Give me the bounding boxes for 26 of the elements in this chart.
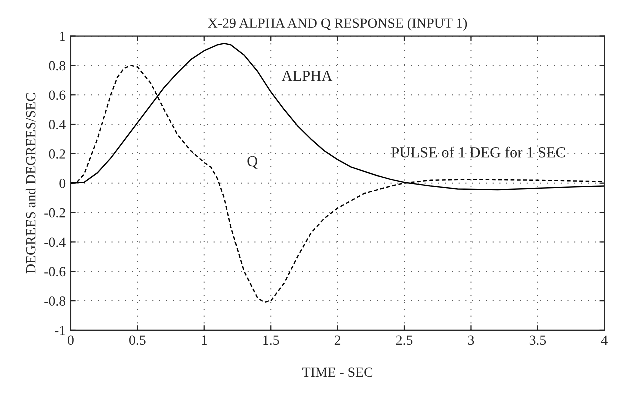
y-tick-label: -0.8 bbox=[44, 296, 66, 306]
annotation: ALPHA bbox=[282, 71, 333, 82]
x-tick-label: 4 bbox=[601, 336, 608, 345]
y-tick-label: -0.6 bbox=[44, 267, 66, 277]
y-tick-label: 0.2 bbox=[49, 150, 66, 159]
x-axis-title: TIME - SEC bbox=[302, 368, 373, 378]
chart-title: X-29 ALPHA AND Q RESPONSE (INPUT 1) bbox=[208, 18, 468, 31]
x-tick-label: 0.5 bbox=[130, 336, 146, 346]
y-tick-label: -1 bbox=[55, 326, 66, 336]
y-tick-label: -0.4 bbox=[44, 238, 66, 248]
x-tick-label: 1 bbox=[202, 336, 208, 345]
y-tick-label: -0.2 bbox=[44, 208, 66, 218]
y-tick-label: 1 bbox=[60, 32, 66, 42]
x-tick-label: 2 bbox=[334, 336, 341, 345]
y-tick-label: 0.8 bbox=[49, 61, 66, 71]
annotation: Q bbox=[248, 156, 258, 169]
y-axis-title: DEGREES and DEGREES/SEC bbox=[26, 93, 36, 274]
x-tick-label: 3 bbox=[468, 336, 474, 346]
y-tick-label: 0.6 bbox=[49, 90, 66, 100]
x-tick-label: 0 bbox=[68, 336, 74, 346]
y-tick-label: 0 bbox=[60, 178, 66, 188]
x-tick-label: 2.5 bbox=[396, 336, 413, 346]
x-tick-label: 3.5 bbox=[530, 336, 546, 346]
x-tick-label: 1.5 bbox=[264, 336, 280, 346]
annotation: PULSE of 1 DEG for 1 SEC bbox=[392, 146, 566, 158]
y-tick-label: 0.4 bbox=[49, 120, 66, 130]
